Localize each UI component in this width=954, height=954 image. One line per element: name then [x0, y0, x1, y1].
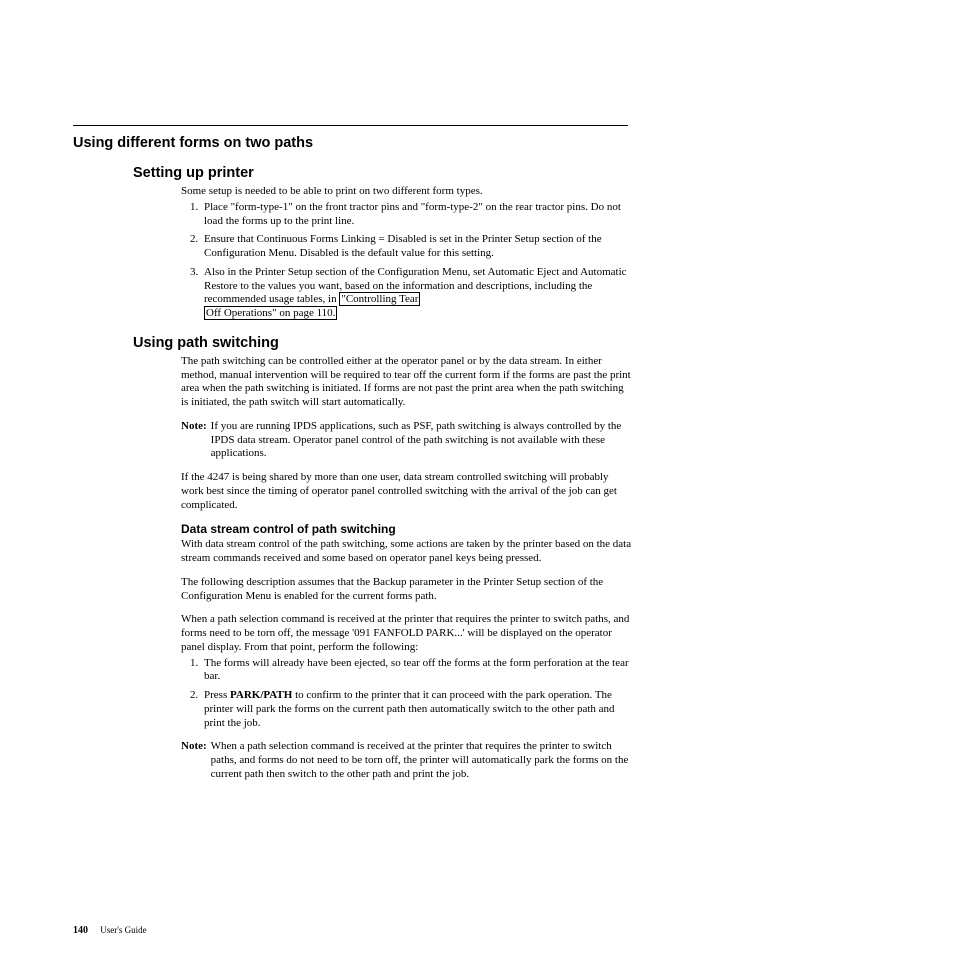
page-number: 140 [73, 925, 88, 936]
datastream-steps: The forms will already have been ejected… [181, 657, 633, 731]
note-body-2: When a path selection command is receive… [211, 740, 633, 781]
page-footer: 140 User's Guide [73, 925, 147, 936]
note-label: Note: [181, 420, 211, 461]
heading-3-datastream: Data stream control of path switching [181, 522, 633, 536]
heading-2-setup: Setting up printer [133, 165, 633, 181]
heading-1: Using different forms on two paths [73, 135, 633, 151]
doc-title: User's Guide [100, 925, 146, 935]
note-autoswitch: Note: When a path selection command is r… [181, 740, 633, 781]
heading-2-pathswitch: Using path switching [133, 335, 633, 351]
datastream-body: With data stream control of the path swi… [181, 538, 633, 781]
xref-line1: "Controlling Tear [341, 293, 418, 305]
pathswitch-para2: If the 4247 is being shared by more than… [181, 471, 633, 512]
datastream-para2: The following description assumes that t… [181, 576, 633, 604]
setup-body: Some setup is needed to be able to print… [181, 185, 633, 321]
setup-step-2: Ensure that Continuous Forms Linking = D… [201, 233, 633, 261]
section-rule [73, 125, 628, 126]
datastream-para1: With data stream control of the path swi… [181, 538, 633, 566]
setup-steps: Place "form-type-1" on the front tractor… [181, 201, 633, 321]
setup-step-3: Also in the Printer Setup section of the… [201, 266, 633, 321]
page-content: Using different forms on two paths Setti… [73, 135, 633, 792]
xref-line2: Off Operations" on page 110. [206, 307, 335, 319]
xref-link[interactable]: "Controlling Tear [339, 292, 420, 306]
xref-link-cont[interactable]: Off Operations" on page 110. [204, 306, 337, 320]
setup-intro: Some setup is needed to be able to print… [181, 185, 633, 199]
pathswitch-body: The path switching can be controlled eit… [181, 355, 633, 513]
datastream-step-1: The forms will already have been ejected… [201, 657, 633, 685]
step2-pre: Press [204, 689, 230, 701]
datastream-step-2: Press PARK/PATH to confirm to the printe… [201, 689, 633, 730]
pathswitch-para1: The path switching can be controlled eit… [181, 355, 633, 410]
note-body: If you are running IPDS applications, su… [211, 420, 633, 461]
note-ipds: Note: If you are running IPDS applicatio… [181, 420, 633, 461]
park-path-key: PARK/PATH [230, 689, 292, 701]
datastream-para3: When a path selection command is receive… [181, 613, 633, 654]
setup-step-1: Place "form-type-1" on the front tractor… [201, 201, 633, 229]
note-label-2: Note: [181, 740, 211, 781]
